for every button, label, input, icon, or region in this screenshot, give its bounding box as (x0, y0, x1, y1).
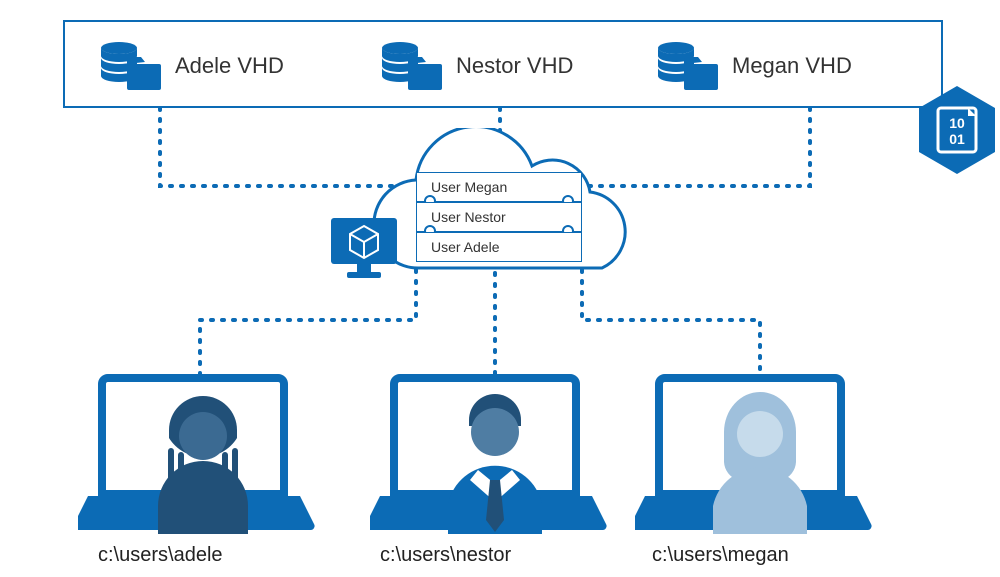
cloud-user-label: User Nestor (431, 209, 506, 225)
endpoint-path-label: c:\users\adele (98, 544, 223, 567)
cloud-user-label: User Adele (431, 239, 499, 255)
endpoint-path-label: c:\users\nestor (380, 544, 511, 567)
database-folder-icon (656, 40, 722, 92)
laptop-person-icon (370, 368, 620, 536)
cloud-user-row: User Megan (416, 172, 582, 202)
endpoint-nestor (370, 368, 620, 536)
laptop-person-icon (635, 368, 885, 536)
vhd-label: Megan VHD (732, 53, 852, 79)
endpoint-megan (635, 368, 885, 536)
binary-hexagon-icon: 10 01 (916, 84, 988, 166)
svg-text:10: 10 (949, 115, 965, 131)
cloud-user-label: User Megan (431, 179, 507, 195)
svg-text:01: 01 (949, 131, 965, 147)
database-folder-icon (380, 40, 446, 92)
vhd-label: Adele VHD (175, 53, 284, 79)
cloud-user-row: User Adele (416, 232, 582, 262)
vhd-label: Nestor VHD (456, 53, 573, 79)
endpoint-adele (78, 368, 328, 536)
vhd-item-nestor: Nestor VHD (380, 40, 573, 92)
vhd-item-adele: Adele VHD (99, 40, 284, 92)
vhd-container: Adele VHD Nestor VHD (63, 20, 943, 108)
diagram-canvas: Adele VHD Nestor VHD (0, 0, 1000, 577)
endpoint-path-label: c:\users\megan (652, 544, 789, 567)
laptop-person-icon (78, 368, 328, 536)
vm-monitor-icon (329, 216, 399, 282)
database-folder-icon (99, 40, 165, 92)
cloud-user-row: User Nestor (416, 202, 582, 232)
vhd-item-megan: Megan VHD (656, 40, 852, 92)
